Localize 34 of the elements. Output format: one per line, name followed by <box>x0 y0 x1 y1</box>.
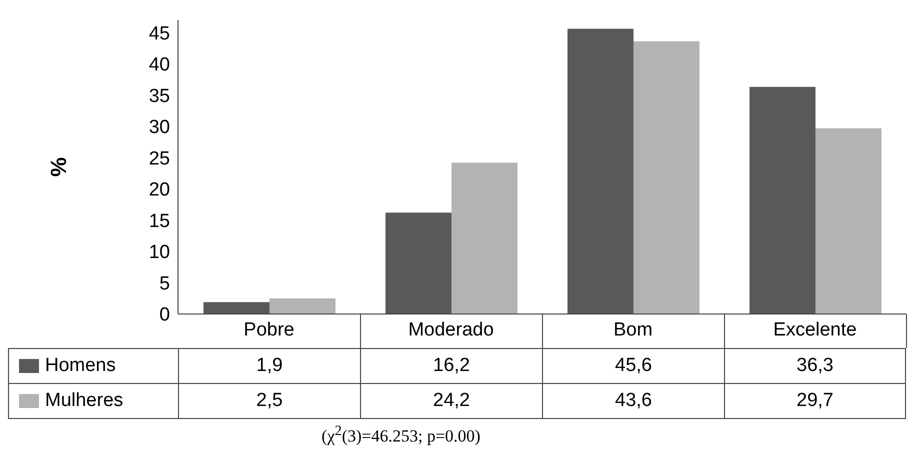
bar <box>269 298 336 314</box>
bar <box>633 41 700 314</box>
x-tick-label: Pobre <box>244 319 294 340</box>
y-tick-label: 10 <box>148 242 170 264</box>
y-tick-label: 45 <box>148 23 170 44</box>
legend-label: Homens <box>45 355 116 377</box>
bar <box>451 162 518 314</box>
data-label: 16,2 <box>360 349 542 383</box>
x-tick-label: Bom <box>613 319 653 340</box>
data-label: 43,6 <box>542 384 724 418</box>
data-label: 2,5 <box>178 384 360 418</box>
y-tick-label: 35 <box>148 86 170 107</box>
bar <box>385 212 452 314</box>
y-tick-label: 5 <box>159 273 170 294</box>
y-tick-label: 20 <box>148 180 170 201</box>
data-label: 1,9 <box>178 349 360 383</box>
bar <box>567 28 634 314</box>
y-tick-label: 15 <box>148 210 170 232</box>
legend-label: Mulheres <box>45 390 124 412</box>
x-tick-label: Excelente <box>773 319 857 340</box>
data-label: 45,6 <box>542 349 724 383</box>
bar <box>203 302 270 314</box>
bar <box>749 86 816 314</box>
data-label: 24,2 <box>360 384 542 418</box>
y-tick-label: 25 <box>148 148 170 170</box>
data-label: 36,3 <box>724 349 906 383</box>
y-tick-label: 40 <box>148 54 170 76</box>
y-tick-label: 30 <box>148 117 170 138</box>
y-axis-title: % <box>46 157 71 177</box>
y-tick-label: 0 <box>159 304 170 326</box>
data-label: 29,7 <box>724 384 906 418</box>
text: (χ$^{2}$(3)=46.253; p=0.00) <box>322 423 480 446</box>
x-tick-label: Moderado <box>408 319 494 340</box>
bar <box>815 128 882 314</box>
